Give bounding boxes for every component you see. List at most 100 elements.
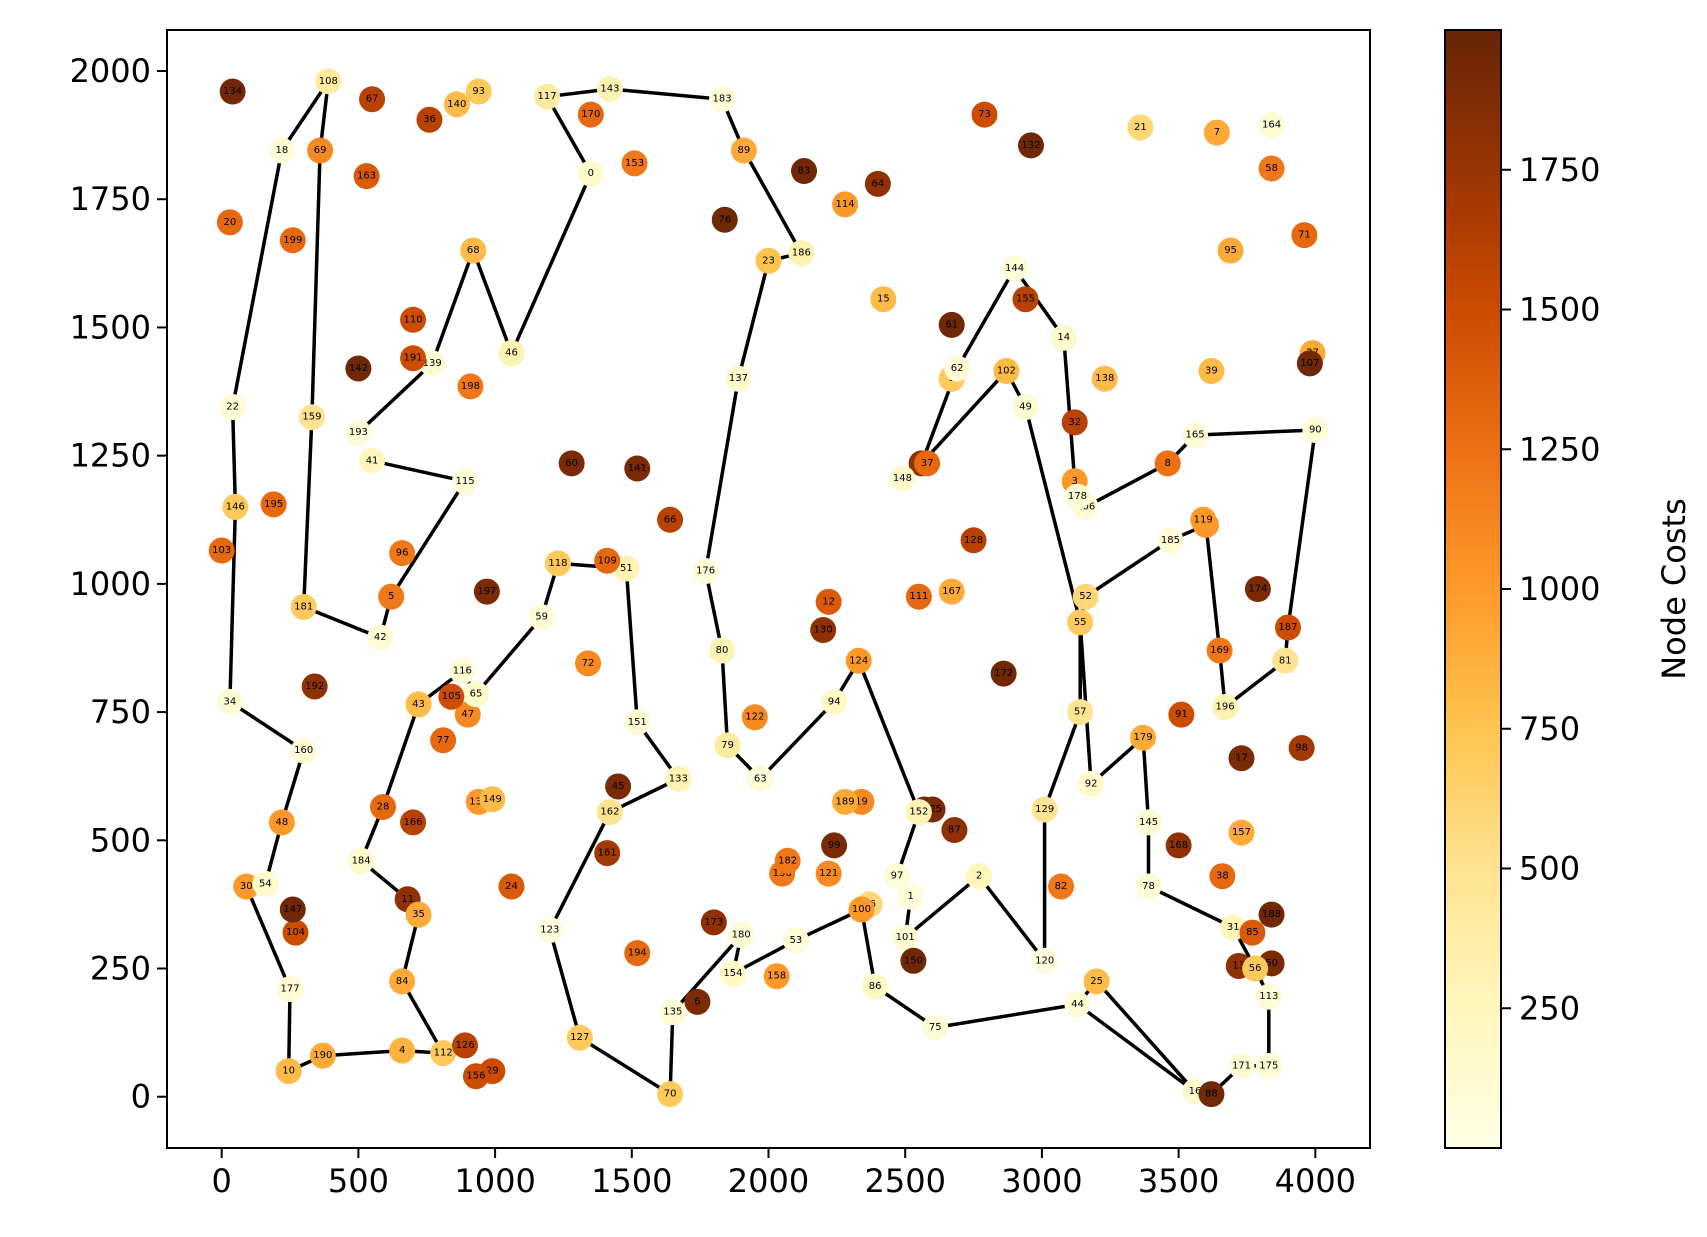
- node-46: 46: [498, 340, 525, 367]
- node-marker: [938, 578, 965, 605]
- node-marker: [430, 1040, 457, 1067]
- node-label: 83: [798, 166, 811, 177]
- node-marker: [400, 809, 427, 836]
- node-marker: [575, 650, 602, 677]
- node-label: 63: [754, 773, 767, 784]
- node-marker: [747, 765, 774, 792]
- node-marker: [1168, 701, 1195, 728]
- node-90: 90: [1302, 417, 1329, 444]
- node-133: 133: [665, 765, 692, 792]
- node-120: 120: [1031, 947, 1058, 974]
- node-marker: [1258, 155, 1285, 182]
- node-52: 52: [1072, 583, 1099, 610]
- node-195: 195: [260, 491, 287, 518]
- node-label: 133: [669, 773, 688, 784]
- node-label: 6: [694, 996, 700, 1007]
- node-label: 113: [1259, 991, 1278, 1002]
- colorbar-tick-label: 1000: [1519, 570, 1600, 608]
- node-marker: [1064, 991, 1091, 1018]
- node-marker: [1239, 919, 1266, 946]
- node-label: 186: [792, 248, 811, 259]
- node-75: 75: [922, 1014, 949, 1041]
- node-34: 34: [216, 688, 243, 715]
- node-marker: [1228, 1052, 1255, 1079]
- node-label: 3: [1072, 476, 1078, 487]
- node-marker: [359, 447, 386, 474]
- node-89: 89: [730, 137, 757, 164]
- node-label: 14: [1057, 332, 1070, 343]
- node-155: 155: [1012, 286, 1039, 313]
- node-marker: [345, 419, 372, 446]
- node-label: 58: [1265, 163, 1278, 174]
- node-marker: [307, 137, 334, 164]
- colorbar-tick-label: 1250: [1519, 430, 1600, 468]
- node-marker: [914, 450, 941, 477]
- node-marker: [1031, 796, 1058, 823]
- node-label: 157: [1232, 827, 1251, 838]
- node-marker: [1255, 983, 1282, 1010]
- node-marker: [1135, 873, 1162, 900]
- node-label: 45: [612, 781, 625, 792]
- node-38: 38: [1209, 863, 1236, 890]
- node-182: 182: [774, 847, 801, 874]
- node-marker: [465, 78, 492, 105]
- node-23: 23: [755, 247, 782, 274]
- x-tick-label: 2000: [728, 1162, 809, 1200]
- node-marker: [275, 1058, 302, 1085]
- node-marker: [1130, 724, 1157, 751]
- node-146: 146: [222, 493, 249, 520]
- node-label: 46: [505, 348, 518, 359]
- node-label: 135: [663, 1007, 682, 1018]
- x-axis: 0 500 1000 1500 2000 2500 3000 3500 4000: [212, 1148, 1356, 1200]
- node-label: 82: [1055, 881, 1068, 892]
- node-label: 84: [396, 976, 409, 987]
- node-191: 191: [400, 345, 427, 372]
- colorbar-tick-label: 1500: [1519, 291, 1600, 329]
- node-marker: [711, 206, 738, 233]
- x-tick-label: 2500: [864, 1162, 945, 1200]
- x-tick-label: 0: [212, 1162, 232, 1200]
- node-marker: [498, 873, 525, 900]
- y-tick-label: 500: [90, 821, 151, 859]
- node-label: 94: [828, 696, 841, 707]
- node-98: 98: [1288, 734, 1315, 761]
- node-label: 185: [1161, 535, 1180, 546]
- node-marker: [452, 468, 479, 495]
- node-label: 38: [1216, 871, 1229, 882]
- node-99: 99: [821, 832, 848, 859]
- node-label: 95: [1224, 245, 1237, 256]
- node-label: 73: [978, 109, 991, 120]
- node-marker: [279, 227, 306, 254]
- node-label: 4: [399, 1045, 405, 1056]
- node-44: 44: [1064, 991, 1091, 1018]
- node-175: 175: [1255, 1052, 1282, 1079]
- node-marker: [719, 960, 746, 987]
- node-label: 114: [836, 199, 855, 210]
- node-32: 32: [1061, 409, 1088, 436]
- node-47: 47: [454, 701, 481, 728]
- node-87: 87: [941, 817, 968, 844]
- node-marker: [990, 660, 1017, 687]
- node-61: 61: [938, 311, 965, 338]
- node-label: 98: [1295, 742, 1308, 753]
- node-164: 164: [1258, 111, 1285, 138]
- node-marker: [709, 86, 736, 113]
- node-marker: [222, 493, 249, 520]
- node-label: 93: [472, 86, 485, 97]
- node-73: 73: [971, 101, 998, 128]
- node-label: 129: [1035, 804, 1054, 815]
- node-marker: [1274, 614, 1301, 641]
- node-179: 179: [1130, 724, 1157, 751]
- node-marker: [1244, 576, 1271, 602]
- node-marker: [405, 901, 432, 928]
- node-marker: [462, 681, 489, 708]
- node-156: 156: [462, 1063, 489, 1090]
- node-marker: [1291, 222, 1318, 249]
- node-171: 171: [1228, 1052, 1255, 1079]
- node-196: 196: [1212, 693, 1239, 720]
- node-label: 161: [598, 848, 617, 859]
- node-101: 101: [892, 924, 919, 951]
- node-marker: [810, 617, 837, 644]
- colorbar-label: Node Costs: [1655, 498, 1693, 680]
- node-label: 105: [442, 691, 461, 702]
